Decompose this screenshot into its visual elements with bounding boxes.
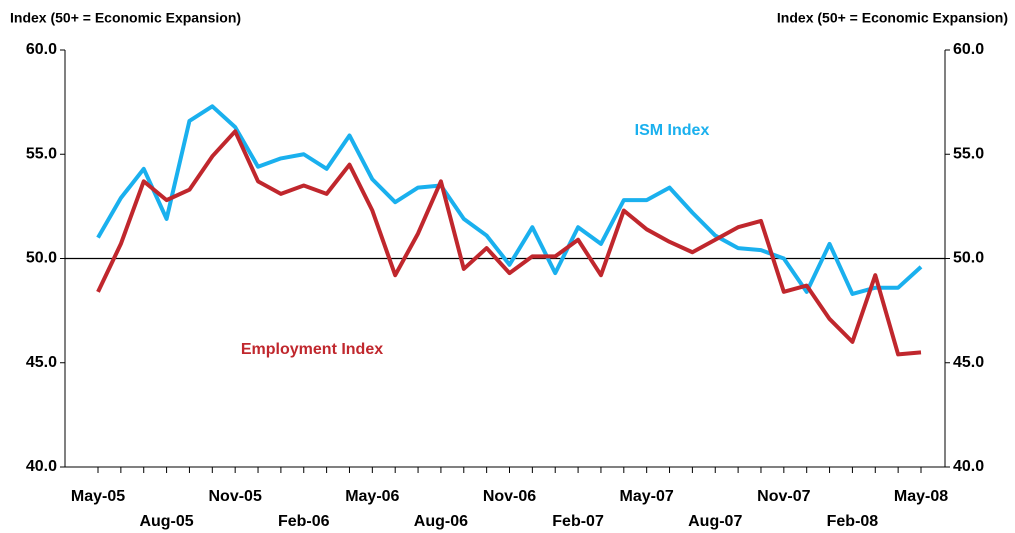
y-axis-label: Index (50+ = Economic Expansion) [10, 10, 241, 26]
y-tick-label: 40.0 [26, 458, 57, 475]
y-tick-label: 50.0 [26, 250, 57, 267]
x-tick-label: Aug-06 [414, 513, 468, 530]
y-tick-label: 45.0 [26, 354, 57, 371]
x-tick-label: May-06 [345, 488, 399, 505]
x-tick-label: May-08 [894, 488, 948, 505]
y2-tick-label: 60.0 [953, 41, 984, 58]
series-line [96, 104, 923, 296]
y2-tick-label: 50.0 [953, 250, 984, 267]
legend-label: ISM Index [635, 122, 710, 139]
x-tick-label: Feb-06 [278, 513, 330, 530]
x-tick-label: Nov-07 [757, 488, 810, 505]
y2-tick-label: 40.0 [953, 458, 984, 475]
x-tick-label: Feb-07 [552, 513, 604, 530]
legend-label: Employment Index [241, 341, 383, 358]
y2-tick-label: 45.0 [953, 354, 984, 371]
x-tick-label: Feb-08 [827, 513, 879, 530]
x-tick-label: May-05 [71, 488, 125, 505]
x-tick-label: Nov-06 [483, 488, 536, 505]
series-line [96, 129, 922, 357]
y2-axis-label: Index (50+ = Economic Expansion) [777, 10, 1008, 26]
y-tick-label: 55.0 [26, 145, 57, 162]
x-tick-label: Aug-05 [139, 513, 193, 530]
x-tick-label: May-07 [620, 488, 674, 505]
x-tick-label: Aug-07 [688, 513, 742, 530]
x-tick-label: Nov-05 [208, 488, 261, 505]
y-tick-label: 60.0 [26, 41, 57, 58]
y2-tick-label: 55.0 [953, 145, 984, 162]
